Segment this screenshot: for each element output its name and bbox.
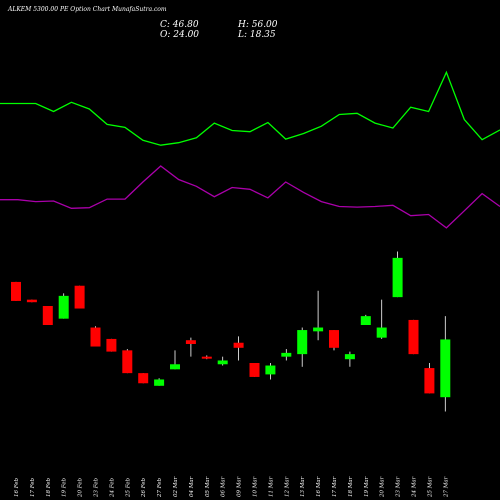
- candle: [122, 349, 133, 374]
- candle: [344, 351, 355, 367]
- candle: [440, 316, 451, 412]
- x-tick-label: 09 Mar: [237, 476, 243, 497]
- x-tick-label: 13 Mar: [300, 476, 306, 497]
- candle-body: [58, 295, 69, 319]
- x-axis-ticks: 16 Feb 17 Feb 18 Feb 19 Feb 20 Feb 23 Feb 24 F…: [14, 476, 449, 498]
- candle: [58, 293, 69, 319]
- x-tick-label: 26 Feb: [141, 477, 147, 498]
- x-tick-label: 20 Mar: [380, 476, 386, 498]
- candle-body: [424, 368, 435, 394]
- candle-body: [74, 285, 85, 309]
- candle: [249, 363, 260, 377]
- candle-body: [297, 330, 308, 355]
- x-tick-label: 04 Mar: [189, 476, 195, 497]
- candle: [329, 330, 339, 351]
- indicator-lines: [0, 70, 500, 229]
- candle: [424, 363, 435, 394]
- candle-body: [42, 306, 53, 325]
- candle-body: [201, 356, 212, 359]
- candle-body: [440, 339, 451, 398]
- candle-body: [313, 327, 324, 332]
- candle-body: [26, 299, 37, 303]
- candle: [106, 338, 117, 352]
- candle: [265, 363, 276, 380]
- x-tick-label: 25 Feb: [125, 477, 131, 498]
- candle-body: [408, 319, 419, 355]
- candle: [392, 251, 403, 298]
- candle: [74, 285, 85, 309]
- indicator-line-2: [0, 165, 500, 229]
- candle: [281, 349, 292, 361]
- candle-body: [122, 350, 133, 374]
- candle: [138, 373, 149, 384]
- candle: [42, 306, 53, 325]
- candle-body: [154, 379, 165, 386]
- candle-body: [185, 340, 196, 344]
- candle: [313, 290, 324, 341]
- high-value: H: 56.00: [237, 20, 278, 30]
- x-tick-label: 24 Mar: [412, 476, 418, 498]
- x-tick-label: 19 Mar: [364, 476, 370, 497]
- candle-body: [233, 342, 244, 348]
- candle-body: [376, 327, 387, 338]
- x-tick-label: 11 Mar: [268, 476, 274, 497]
- x-tick-label: 18 Mar: [348, 476, 354, 497]
- candle-body: [281, 352, 292, 357]
- x-tick-label: 18 Feb: [46, 477, 52, 497]
- x-tick-label: 23 Feb: [94, 477, 100, 498]
- candle-body: [11, 281, 21, 301]
- close-value: C: 46.80: [160, 20, 199, 30]
- candle-body: [249, 363, 260, 377]
- x-tick-label: 27 Feb: [157, 477, 163, 498]
- candle: [185, 337, 196, 357]
- x-tick-label: 20 Feb: [78, 477, 84, 498]
- candle-body: [392, 257, 403, 298]
- candle: [201, 355, 212, 360]
- candle: [217, 356, 228, 366]
- candle-body: [138, 373, 149, 384]
- x-tick-label: 17 Mar: [332, 476, 338, 497]
- candle: [154, 378, 165, 386]
- candlesticks: [11, 251, 451, 412]
- candle: [11, 281, 21, 301]
- x-tick-label: 27 Mar: [443, 476, 449, 498]
- candle-body: [217, 360, 228, 365]
- candle: [408, 319, 419, 355]
- x-tick-label: 16 Mar: [316, 476, 322, 497]
- candle-body: [90, 327, 101, 347]
- x-tick-label: 24 Feb: [109, 477, 115, 498]
- x-tick-label: 02 Mar: [173, 476, 179, 497]
- x-tick-label: 05 Mar: [205, 476, 211, 497]
- x-tick-label: 25 Mar: [427, 476, 433, 498]
- x-tick-label: 12 Mar: [284, 476, 290, 497]
- chart-title: ALKEM 5300.00 PE Option Chart MunafaSutr…: [7, 6, 167, 13]
- candle-body: [265, 365, 276, 375]
- candle-body: [344, 354, 355, 360]
- candle: [360, 314, 371, 325]
- candle-body: [329, 330, 339, 348]
- x-tick-label: 16 Feb: [14, 477, 20, 497]
- open-value: O: 24.00: [160, 30, 199, 40]
- candle: [297, 327, 308, 367]
- candle: [26, 299, 37, 303]
- candle: [233, 336, 244, 361]
- low-value: L: 18.35: [237, 30, 276, 40]
- x-tick-label: 10 Mar: [253, 476, 259, 497]
- candle: [90, 326, 101, 347]
- candle-body: [170, 364, 180, 370]
- candle-body: [106, 338, 117, 352]
- indicator-line-1: [0, 70, 500, 146]
- x-tick-label: 06 Mar: [221, 476, 227, 497]
- candle: [170, 350, 180, 370]
- candle-body: [360, 316, 371, 325]
- x-tick-label: 23 Mar: [396, 476, 402, 498]
- x-tick-label: 17 Feb: [30, 477, 36, 497]
- x-tick-label: 19 Feb: [62, 477, 68, 497]
- candle: [376, 299, 387, 339]
